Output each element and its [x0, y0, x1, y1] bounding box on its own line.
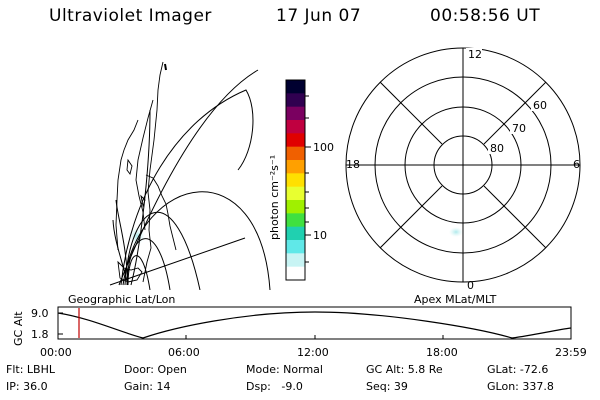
door-info: Door: Open	[124, 363, 187, 376]
colorbar-band	[286, 226, 305, 241]
polar-diagonal	[483, 185, 547, 249]
time-tick-1200: 12:00	[297, 346, 329, 359]
colorbar-tick-10: 10	[313, 229, 327, 242]
graticule-line	[124, 212, 201, 290]
time-tick-0600: 06:00	[168, 346, 200, 359]
observation-time: 00:58:56 UT	[430, 6, 541, 26]
gain-info: Gain: 14	[124, 380, 171, 393]
mlt-label-18: 18	[346, 158, 360, 171]
lat-label-70: 70	[512, 122, 526, 135]
colorbar-band	[286, 213, 305, 228]
colorbar-band	[286, 120, 305, 134]
mlt-label-6: 6	[573, 158, 580, 171]
aurora-glow-polar	[449, 227, 463, 237]
colorbar-unit-label: photon cm⁻²s⁻¹	[268, 155, 281, 240]
mlt-label-12: 12	[468, 48, 482, 61]
polar-plot	[345, 47, 581, 283]
mlt-label-0: 0	[467, 279, 474, 292]
lat-label-60: 60	[533, 99, 547, 112]
time-tick-2359: 23:59	[555, 346, 587, 359]
altitude-curve	[57, 311, 572, 339]
colorbar-band	[286, 173, 305, 188]
colorbar-band	[286, 106, 305, 121]
colorbar-band	[286, 133, 305, 148]
geographic-panel-label: Geographic Lat/Lon	[68, 293, 175, 306]
colorbar-band	[286, 160, 305, 174]
colorbar-band	[286, 186, 305, 201]
polar-diagonal	[379, 81, 443, 145]
colorbar-band	[286, 146, 305, 161]
lat-label-80: 80	[490, 142, 504, 155]
graticule-line	[127, 255, 151, 290]
polar-diagonal	[483, 81, 547, 145]
colorbar	[286, 80, 305, 281]
filter-info: Flt: LBHL	[6, 363, 55, 376]
colorbar-band	[286, 93, 305, 108]
coastline	[135, 99, 154, 231]
colorbar-band	[286, 253, 305, 268]
graticule-line	[109, 237, 246, 286]
coastline	[164, 63, 167, 71]
colorbar-band	[286, 80, 305, 94]
dsp-info: Dsp: -9.0	[246, 380, 303, 393]
seq-info: Seq: 39	[366, 380, 408, 393]
colorbar-band	[286, 240, 305, 254]
colorbar-band	[286, 200, 305, 214]
glat-info: GLat: -72.6	[487, 363, 549, 376]
time-tick-1800: 18:00	[426, 346, 458, 359]
graticule-line	[118, 69, 259, 286]
colorbar-band	[286, 266, 305, 281]
coastline	[126, 158, 146, 208]
coastline	[117, 260, 143, 283]
instrument-title: Ultraviolet Imager	[49, 6, 212, 26]
coastline	[145, 174, 177, 251]
graticule-line	[126, 238, 171, 290]
observation-date: 17 Jun 07	[276, 6, 362, 26]
colorbar-tick-100: 100	[313, 141, 334, 154]
geographic-map	[109, 61, 271, 290]
altitude-tick-1-8: 1.8	[31, 328, 49, 341]
altitude-strip	[57, 306, 572, 340]
colorbar-frame	[285, 79, 306, 281]
graticule-line	[130, 109, 151, 286]
mode-info: Mode: Normal	[246, 363, 323, 376]
graticule-line	[122, 191, 271, 290]
colorbar-ticks	[305, 95, 311, 263]
apex-panel-label: Apex MLat/MLT	[414, 293, 497, 306]
coastline	[142, 61, 164, 283]
graticule-line	[120, 89, 254, 286]
gc-alt-info: GC Alt: 5.8 Re	[366, 363, 443, 376]
altitude-ticks	[58, 312, 444, 339]
altitude-tick-9: 9.0	[31, 307, 49, 320]
altitude-axis-label: GC Alt	[12, 311, 25, 346]
polar-diagonal	[379, 185, 443, 249]
time-tick-0000: 00:00	[40, 346, 72, 359]
ip-info: IP: 36.0	[6, 380, 48, 393]
glon-info: GLon: 337.8	[487, 380, 554, 393]
coastline	[115, 119, 139, 251]
